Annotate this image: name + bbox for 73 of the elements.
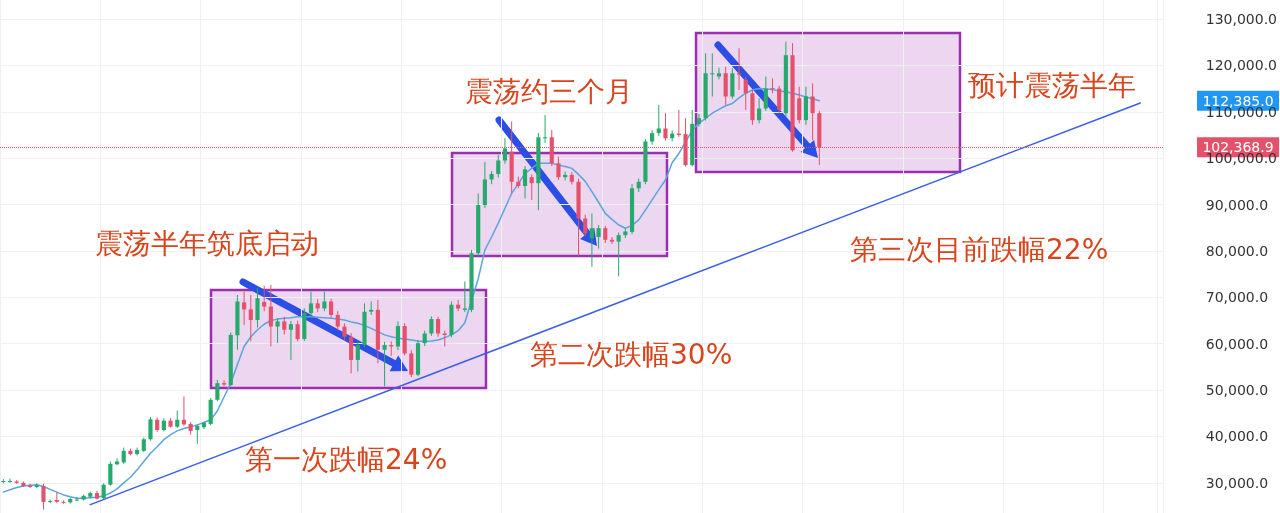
- candlestick: [583, 214, 588, 237]
- annotation: 第二次跌幅30%: [530, 337, 733, 371]
- y-tick-label: 60,000.0: [1205, 335, 1269, 352]
- candlestick: [529, 173, 534, 201]
- candlestick: [61, 499, 66, 505]
- candlestick: [496, 154, 501, 179]
- candlestick: [328, 298, 334, 319]
- candlestick: [730, 67, 735, 100]
- candlestick: [108, 461, 113, 487]
- y-tick-label: 30,000.0: [1205, 474, 1269, 491]
- candlestick: [716, 67, 722, 80]
- y-tick-label: 70,000.0: [1205, 289, 1269, 306]
- candlestick: [763, 76, 768, 112]
- y-tick-label: 40,000.0: [1205, 428, 1269, 445]
- candlestick: [295, 320, 300, 342]
- candlestick: [268, 284, 273, 347]
- candlestick: [757, 97, 762, 124]
- candlestick: [242, 291, 247, 326]
- candlestick: [543, 114, 548, 144]
- candlestick: [349, 332, 354, 374]
- candlestick: [803, 86, 808, 126]
- annotation: 震荡半年筑底启动: [95, 226, 319, 260]
- candlestick: [7, 478, 13, 484]
- candlestick: [502, 137, 508, 165]
- candlestick: [395, 320, 401, 351]
- candlestick: [335, 310, 340, 331]
- candlestick: [248, 294, 253, 342]
- candlestick: [288, 320, 294, 361]
- y-tick-label: 120,000.0: [1205, 57, 1278, 74]
- candlestick: [743, 76, 748, 111]
- candlestick: [195, 423, 200, 445]
- candlestick: [656, 104, 661, 137]
- candlestick: [275, 317, 280, 344]
- candlestick: [255, 287, 260, 328]
- candlestick: [74, 496, 79, 502]
- candlestick: [355, 341, 360, 373]
- annotation: 第三次目前跌幅22%: [850, 232, 1109, 266]
- candlestick: [663, 112, 668, 142]
- candlestick: [322, 291, 327, 312]
- candlestick: [797, 86, 802, 124]
- candlestick: [556, 156, 561, 181]
- candlestick: [221, 379, 227, 387]
- annotation: 震荡约三个月: [465, 74, 633, 108]
- candlestick: [589, 212, 594, 268]
- candlestick: [609, 236, 615, 245]
- candlestick: [723, 66, 728, 106]
- candlestick: [770, 77, 775, 94]
- candlestick: [148, 416, 153, 442]
- candlestick: [215, 379, 220, 402]
- candlestick: [262, 285, 267, 312]
- candlestick: [616, 231, 621, 277]
- candlestick: [436, 316, 441, 338]
- y-tick-label: 80,000.0: [1205, 242, 1269, 259]
- candlestick: [409, 349, 414, 378]
- candlestick: [369, 300, 374, 316]
- candlestick: [462, 281, 467, 313]
- candlestick: [429, 315, 434, 337]
- candlestick: [650, 129, 655, 146]
- candlestick: [308, 291, 314, 318]
- annotation: 预计震荡半年: [968, 68, 1136, 102]
- candlestick: [710, 52, 715, 97]
- candlestick: [696, 113, 701, 128]
- annotation: 第一次跌幅24%: [245, 442, 448, 476]
- y-tick-label: 50,000.0: [1205, 382, 1269, 399]
- y-tick-label: 90,000.0: [1205, 196, 1269, 213]
- candlestick: [777, 85, 782, 114]
- candlestick: [41, 483, 46, 511]
- candlestick: [596, 224, 601, 250]
- y-tick-label: 130,000.0: [1205, 11, 1278, 28]
- candlestick: [810, 82, 815, 141]
- candlestick: [382, 341, 387, 387]
- candlestick: [736, 47, 742, 91]
- candlestick: [522, 165, 528, 200]
